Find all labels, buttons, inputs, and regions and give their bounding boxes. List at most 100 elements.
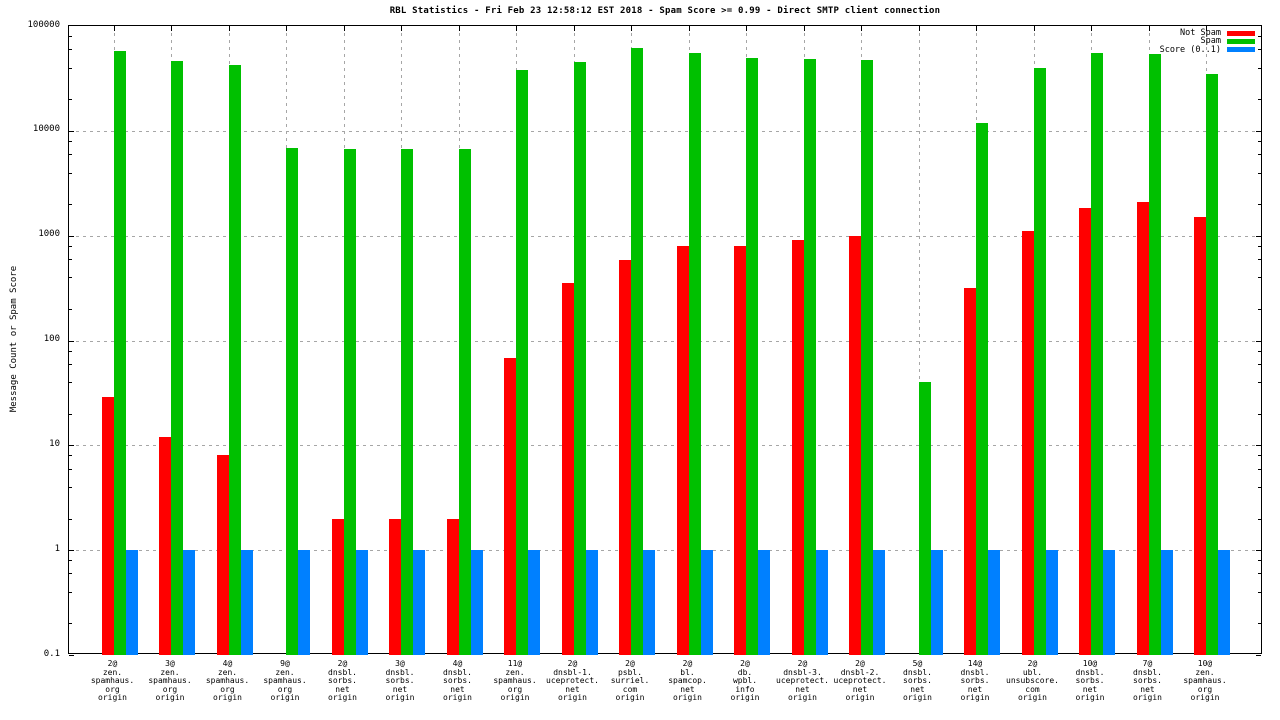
y-tick-mark <box>1256 340 1261 342</box>
bar-spam <box>343 149 356 655</box>
bar-score-0-1 <box>643 550 655 655</box>
x-tick-mark <box>803 26 805 31</box>
bar-not-spam <box>1136 201 1149 655</box>
x-category-label: 2@ bl. spamcop. net origin <box>668 659 707 702</box>
x-tick-mark <box>286 26 287 31</box>
y-gridline <box>69 340 1261 342</box>
bar-score-0-1 <box>298 550 310 655</box>
bar-not-spam <box>561 283 574 655</box>
y-tick-mark <box>1258 308 1261 310</box>
x-category-label: 2@ dnsbl-2. uceprotect. net origin <box>833 659 887 702</box>
y-tick-mark <box>1258 573 1261 575</box>
x-category-label: 3@ zen. spamhaus. org origin <box>148 659 192 702</box>
bar-score-0-1 <box>470 550 483 655</box>
x-tick-mark <box>976 26 977 31</box>
bar-score-0-1 <box>873 550 885 655</box>
y-tick-mark <box>1258 140 1261 142</box>
y-tick-label: 10 <box>49 438 60 449</box>
x-tick-mark <box>401 26 402 31</box>
y-tick-mark <box>1256 130 1261 132</box>
x-tick-mark <box>746 26 747 31</box>
y-tick-mark <box>1258 518 1261 520</box>
y-tick-mark <box>69 277 72 279</box>
y-tick-mark <box>69 130 74 132</box>
y-tick-mark <box>1258 204 1261 206</box>
legend-swatch-not-spam <box>1227 30 1255 36</box>
legend: Not Spam Spam Score (0..1) <box>1160 29 1255 54</box>
y-tick-mark <box>1256 550 1261 552</box>
bar-not-spam <box>446 518 459 655</box>
x-tick-mark <box>631 26 632 31</box>
x-category-label: 10@ dnsbl. sorbs. net origin <box>1075 659 1105 702</box>
bar-score-0-1 <box>528 550 540 655</box>
bar-score-0-1 <box>355 550 368 655</box>
bar-spam <box>1033 67 1046 655</box>
bar-not-spam <box>159 437 171 655</box>
x-category-label: 7@ dnsbl. sorbs. net origin <box>1133 659 1162 702</box>
y-tick-mark <box>69 350 72 352</box>
x-category-label: 2@ dnsbl. sorbs. net origin <box>328 659 357 702</box>
y-tick-label: 1 <box>54 543 60 554</box>
x-category-label: 2@ ubl. unsubscore. com origin <box>1006 659 1059 702</box>
x-tick-mark <box>573 26 575 31</box>
x-tick-mark <box>228 26 230 31</box>
y-tick-mark <box>69 445 74 447</box>
x-category-label: 11@ zen. spamhaus. org origin <box>493 659 537 702</box>
legend-item-label: Spam <box>1200 36 1221 47</box>
bar-not-spam <box>1079 207 1091 655</box>
bar-spam <box>918 382 931 655</box>
bar-not-spam <box>849 235 861 655</box>
legend-item-label: Score (0..1) <box>1159 44 1221 55</box>
bar-spam <box>1206 73 1218 655</box>
y-gridline <box>69 445 1261 447</box>
bar-spam <box>458 149 471 655</box>
x-category-label: 9@ zen. spamhaus. org origin <box>263 659 307 702</box>
x-category-label: 3@ dnsbl. sorbs. net origin <box>385 659 415 702</box>
legend-item: Score (0..1) <box>1159 44 1255 55</box>
bar-spam <box>573 62 586 655</box>
x-tick-mark <box>171 26 172 31</box>
y-tick-mark <box>69 258 72 260</box>
x-tick-mark <box>113 26 115 31</box>
y-tick-mark <box>69 245 72 247</box>
bar-not-spam <box>504 358 516 655</box>
bar-not-spam <box>964 287 976 655</box>
bar-score-0-1 <box>700 550 713 655</box>
x-tick-mark <box>861 26 862 31</box>
legend-swatch-score-0-1 <box>1227 47 1255 53</box>
y-tick-mark <box>69 573 72 575</box>
x-tick-mark <box>343 26 345 31</box>
y-gridline <box>69 550 1261 552</box>
y-tick-mark <box>1258 560 1261 562</box>
y-tick-mark <box>1256 235 1261 237</box>
bar-not-spam <box>216 455 229 655</box>
y-gridline <box>69 235 1261 237</box>
bar-score-0-1 <box>1160 550 1173 655</box>
y-tick-mark <box>69 560 72 562</box>
x-gridline <box>918 26 920 653</box>
legend-item: Not Spam <box>1160 29 1255 37</box>
y-tick-label: 100 <box>43 334 60 344</box>
y-tick-mark <box>69 340 74 342</box>
x-tick-mark <box>1091 26 1092 31</box>
bar-spam <box>1148 54 1161 655</box>
bar-score-0-1 <box>988 550 1000 655</box>
y-tick-mark <box>1258 258 1261 260</box>
bar-not-spam <box>676 245 689 655</box>
y-tick-mark <box>69 655 74 656</box>
y-tick-mark <box>1258 49 1261 51</box>
bar-spam <box>286 148 298 655</box>
y-tick-mark <box>69 455 72 457</box>
bar-spam <box>113 50 126 655</box>
bar-score-0-1 <box>1218 550 1230 655</box>
bar-spam <box>228 65 241 655</box>
y-tick-mark <box>1258 468 1261 470</box>
x-category-label: 2@ psbl. surriel. com origin <box>610 659 650 702</box>
y-tick-mark <box>1258 382 1261 384</box>
bar-not-spam <box>734 246 746 655</box>
bar-spam <box>861 60 873 655</box>
y-tick-mark <box>69 204 72 206</box>
bar-spam <box>631 47 643 655</box>
y-tick-mark <box>69 413 72 415</box>
